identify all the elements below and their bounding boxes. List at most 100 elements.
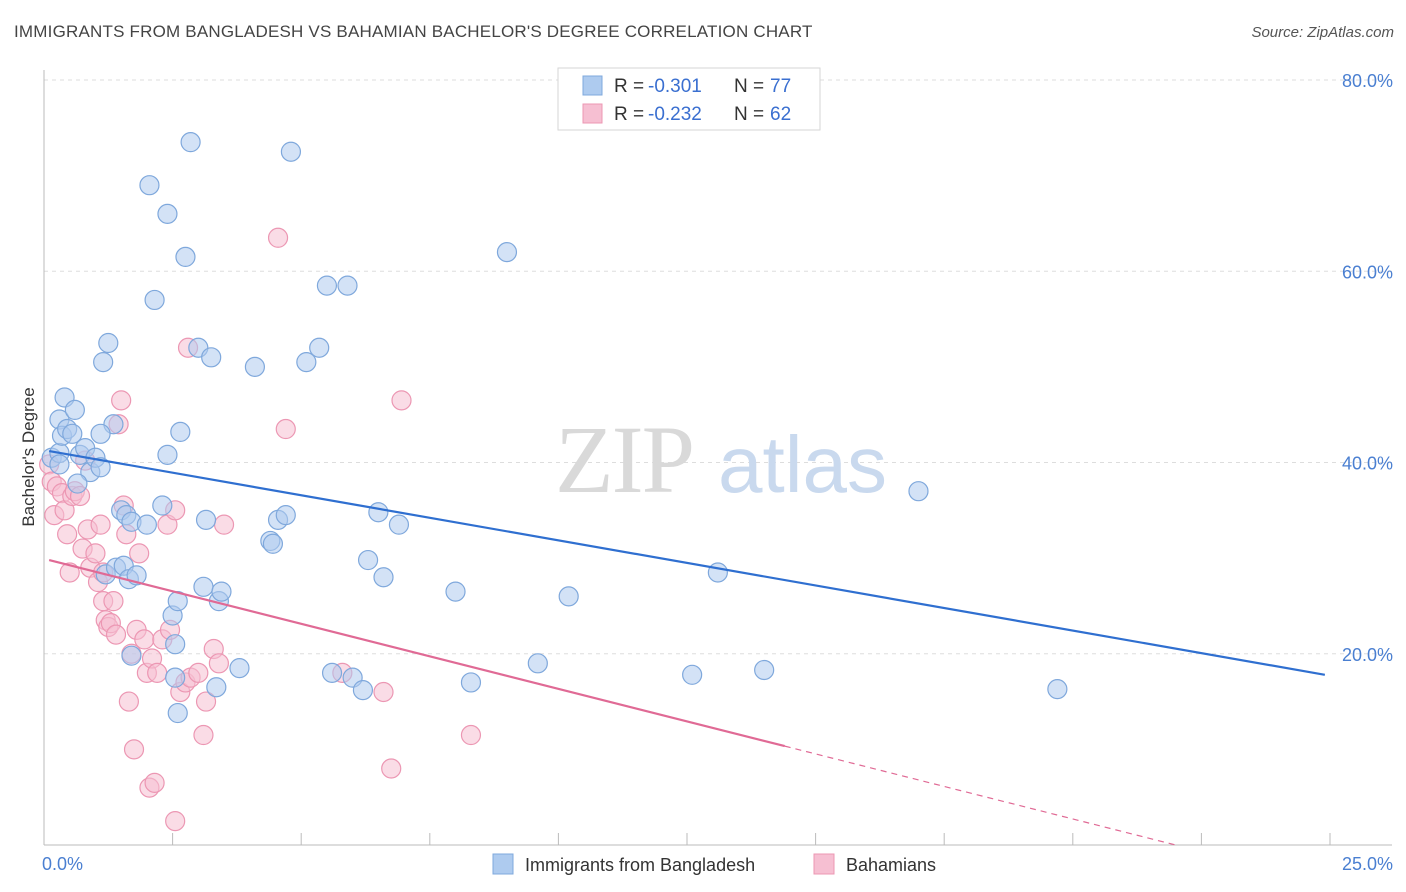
- bangladesh-point: [527, 653, 548, 674]
- bangladesh-point: [90, 457, 111, 478]
- bahamians-point: [165, 810, 186, 832]
- legend-swatch-blue: [582, 75, 603, 96]
- bangladesh-point: [170, 421, 191, 442]
- bangladesh-point: [211, 581, 232, 602]
- bangladesh-point: [195, 509, 217, 530]
- series-legend-label-pink: Bahamians: [846, 855, 936, 875]
- bangladesh-point: [139, 175, 160, 196]
- x-tick-label-left: 0.0%: [42, 854, 83, 874]
- legend-r-value-2: -0.232: [648, 104, 702, 125]
- bahamians-point: [111, 390, 132, 411]
- bahamians-point: [134, 629, 155, 650]
- bangladesh-point: [908, 481, 929, 502]
- bangladesh-point: [165, 667, 186, 688]
- bangladesh-point: [144, 289, 165, 311]
- bangladesh-point: [262, 533, 284, 554]
- series-legend: Immigrants from Bangladesh Bahamians: [492, 853, 936, 875]
- series-legend-swatch-blue: [492, 853, 514, 875]
- bahamians-point: [105, 624, 127, 645]
- bahamians-trend-extension: [784, 745, 1176, 846]
- legend-r-label-1: R =: [614, 76, 644, 97]
- bangladesh-point: [373, 567, 394, 588]
- bahamians-point: [267, 227, 289, 248]
- bangladesh-point: [321, 662, 343, 683]
- bangladesh-point: [157, 203, 178, 224]
- bangladesh-point: [167, 702, 188, 724]
- bahamians-point: [85, 543, 106, 564]
- bangladesh-point: [244, 356, 266, 377]
- bangladesh-points: [41, 132, 1068, 724]
- bangladesh-point: [460, 672, 482, 693]
- legend-r-label-2: R =: [614, 104, 644, 125]
- bahamians-point: [90, 514, 111, 535]
- bahamians-point: [123, 739, 145, 760]
- bangladesh-point: [707, 562, 728, 583]
- bangladesh-point: [296, 351, 317, 373]
- bangladesh-point: [193, 576, 214, 597]
- y-tick-label: 60.0%: [1342, 262, 1393, 282]
- bangladesh-point: [352, 679, 374, 701]
- bangladesh-point: [558, 586, 579, 607]
- bangladesh-point: [121, 645, 142, 666]
- bahamians-point: [460, 724, 482, 746]
- bangladesh-point: [445, 581, 466, 602]
- x-ticks: [172, 833, 1331, 845]
- bangladesh-trend-line: [48, 449, 1326, 676]
- legend-n-value-2: 62: [770, 104, 791, 125]
- bangladesh-point: [98, 332, 119, 354]
- stats-legend: R = -0.301 N = 77 R = -0.232 N = 62: [557, 67, 821, 131]
- bahamians-trend-line: [48, 558, 786, 748]
- bangladesh-point: [157, 444, 178, 465]
- bahamians-point: [118, 691, 139, 712]
- y-tick-label: 20.0%: [1342, 645, 1393, 665]
- watermark: ZIP atlas: [555, 406, 887, 513]
- bahamians-point: [373, 681, 394, 703]
- bahamians-point: [147, 662, 168, 683]
- bangladesh-point: [136, 514, 157, 535]
- trend-lines: [48, 449, 1326, 846]
- bangladesh-point: [368, 502, 389, 523]
- bahamians-point: [275, 418, 296, 440]
- bangladesh-point: [206, 677, 227, 698]
- bangladesh-point: [309, 337, 330, 358]
- bangladesh-point: [316, 275, 338, 296]
- bangladesh-point: [229, 657, 250, 679]
- watermark-zip: ZIP: [555, 406, 693, 513]
- bahamians-point: [208, 653, 229, 674]
- bangladesh-point: [337, 275, 358, 296]
- bangladesh-point: [90, 423, 111, 444]
- series-legend-swatch-pink: [813, 853, 835, 875]
- watermark-atlas: atlas: [718, 420, 887, 509]
- bahamians-point: [193, 724, 214, 746]
- y-tick-labels: 20.0% 40.0% 60.0% 80.0%: [1342, 71, 1393, 665]
- bangladesh-point: [165, 634, 186, 655]
- chart-title: IMMIGRANTS FROM BANGLADESH VS BAHAMIAN B…: [14, 22, 813, 41]
- y-axis-label: Bachelor's Degree: [19, 387, 38, 526]
- bahamians-point: [391, 390, 412, 411]
- bangladesh-point: [388, 514, 410, 535]
- bahamians-point: [213, 514, 235, 535]
- source-credit: Source: ZipAtlas.com: [1251, 24, 1394, 41]
- bangladesh-point: [67, 473, 88, 494]
- series-legend-label-blue: Immigrants from Bangladesh: [525, 855, 755, 875]
- bangladesh-point: [496, 242, 518, 263]
- bahamians-point: [59, 562, 80, 583]
- bahamians-point: [129, 543, 150, 564]
- bangladesh-point: [280, 141, 302, 162]
- legend-r-value-1: -0.301: [648, 76, 702, 97]
- bahamians-point: [103, 591, 124, 612]
- bangladesh-point: [93, 351, 114, 373]
- bangladesh-point: [175, 246, 196, 268]
- y-tick-label: 40.0%: [1342, 454, 1393, 474]
- bahamians-points: [39, 227, 482, 832]
- legend-n-value-1: 77: [770, 76, 791, 97]
- bangladesh-point: [201, 347, 222, 368]
- legend-n-label-2: N =: [734, 104, 764, 125]
- x-tick-label-right: 25.0%: [1342, 854, 1393, 874]
- bangladesh-point: [152, 495, 173, 516]
- bahamians-point: [188, 662, 209, 683]
- bahamians-point: [144, 772, 165, 793]
- bangladesh-point: [62, 423, 83, 444]
- y-tick-label: 80.0%: [1342, 71, 1393, 91]
